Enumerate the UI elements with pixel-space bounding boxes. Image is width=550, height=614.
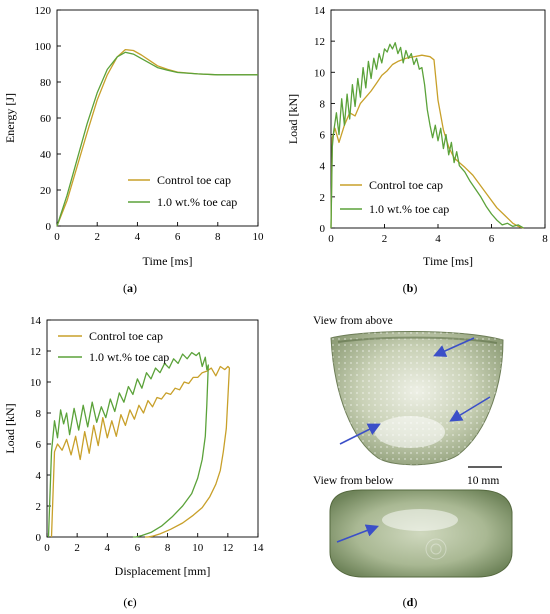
chart-load-vs-displacement: 0 2 4 6 8 10 12 14 0 2 4 6 8 10 12 14 Displacement [mm] L… <box>3 315 264 609</box>
chart-load-vs-time: 0 2 4 6 8 0 2 4 6 8 10 12 14 Time [ms] Load [kN] Contro… <box>286 5 548 295</box>
y-tick-label: 12 <box>30 346 41 358</box>
y-tick-label: 0 <box>46 221 52 233</box>
y-axis-label: Load [kN] <box>286 94 300 144</box>
x-tick-label: 8 <box>165 542 171 554</box>
series-line-control <box>330 54 524 229</box>
x-tick-label: 0 <box>44 542 50 554</box>
plot-area: 0 2 4 6 8 0 2 4 6 8 10 12 14 Time [ms] Load [kN] Contro… <box>286 5 548 268</box>
y-tick-label: 100 <box>35 41 52 53</box>
x-tick-label: 8 <box>542 233 548 245</box>
y-tick-label: 0 <box>320 223 326 235</box>
x-tick-label: 6 <box>175 231 181 243</box>
damage-arrow-2 <box>449 396 491 422</box>
x-tick-label: 10 <box>253 231 265 243</box>
y-tick-label: 12 <box>314 36 325 48</box>
legend-label: Control toe cap <box>157 173 231 187</box>
photo-panel: View from above 10 mm View from below (d… <box>313 315 513 609</box>
damage-arrow-3 <box>339 423 381 445</box>
y-tick-label: 40 <box>40 149 52 161</box>
legend-label: Control toe cap <box>89 329 163 343</box>
scale-bar: 10 mm <box>467 466 502 487</box>
damage-arrow-4 <box>336 524 379 543</box>
x-tick-label: 0 <box>328 233 334 245</box>
toe-cap-top-photo <box>330 331 504 466</box>
y-tick-label: 10 <box>30 377 42 389</box>
legend-label: Control toe cap <box>369 178 443 192</box>
x-tick-label: 2 <box>74 542 80 554</box>
y-tick-label: 6 <box>36 439 42 451</box>
x-tick-label: 8 <box>215 231 221 243</box>
series-line-fiber <box>56 51 258 227</box>
damage-arrow-1 <box>433 337 475 357</box>
x-tick-label: 12 <box>222 542 233 554</box>
y-tick-label: 14 <box>30 315 42 327</box>
x-axis-label: Time [ms] <box>143 254 193 268</box>
series-line-control <box>50 365 231 538</box>
x-tick-label: 2 <box>382 233 388 245</box>
legend-label: 1.0 wt.% toe cap <box>89 350 169 364</box>
x-tick-label: 6 <box>489 233 495 245</box>
y-tick-label: 8 <box>36 408 42 420</box>
y-tick-label: 10 <box>314 67 326 79</box>
y-axis-label: Energy [J] <box>3 93 17 143</box>
x-tick-label: 4 <box>105 542 111 554</box>
toe-cap-bottom-photo <box>329 489 513 578</box>
y-tick-label: 4 <box>320 161 326 173</box>
plot-frame <box>56 9 259 227</box>
panel-label-c: (c) <box>123 595 136 609</box>
y-axis-label: Load [kN] <box>3 403 17 453</box>
plot-frame <box>330 9 546 229</box>
legend-label: 1.0 wt.% toe cap <box>369 202 449 216</box>
x-tick-label: 6 <box>135 542 141 554</box>
plot-frame <box>46 319 259 538</box>
caption-view-from-above: View from above <box>313 315 393 327</box>
series-line-fiber <box>47 351 209 538</box>
y-tick-label: 0 <box>36 532 42 544</box>
plot-area: 0 2 4 6 8 10 12 14 0 2 4 6 8 10 12 14 Displacement [mm] L… <box>3 315 264 578</box>
x-tick-label: 10 <box>192 542 204 554</box>
y-tick-label: 20 <box>40 185 52 197</box>
y-tick-label: 4 <box>36 470 42 482</box>
y-tick-label: 2 <box>320 192 326 204</box>
y-tick-label: 60 <box>40 113 52 125</box>
x-tick-label: 0 <box>54 231 60 243</box>
x-axis-label: Time [ms] <box>423 254 473 268</box>
scale-bar-label: 10 mm <box>467 475 499 487</box>
y-tick-label: 2 <box>36 501 42 513</box>
legend-label: 1.0 wt.% toe cap <box>157 195 237 209</box>
panel-label-d: (d) <box>403 595 418 609</box>
y-tick-label: 6 <box>320 130 326 142</box>
x-tick-label: 4 <box>435 233 441 245</box>
series-line-fiber <box>330 42 524 229</box>
panel-label-b: (b) <box>403 281 418 295</box>
caption-view-from-below: View from below <box>313 475 394 487</box>
y-tick-label: 80 <box>40 77 52 89</box>
x-tick-label: 4 <box>135 231 141 243</box>
y-tick-label: 8 <box>320 98 326 110</box>
y-tick-label: 14 <box>314 5 326 17</box>
x-axis-label: Displacement [mm] <box>115 564 211 578</box>
x-tick-label: 2 <box>94 231 100 243</box>
y-tick-label: 120 <box>35 5 52 17</box>
x-tick-label: 14 <box>253 542 265 554</box>
panel-label-a: (a) <box>123 281 137 295</box>
